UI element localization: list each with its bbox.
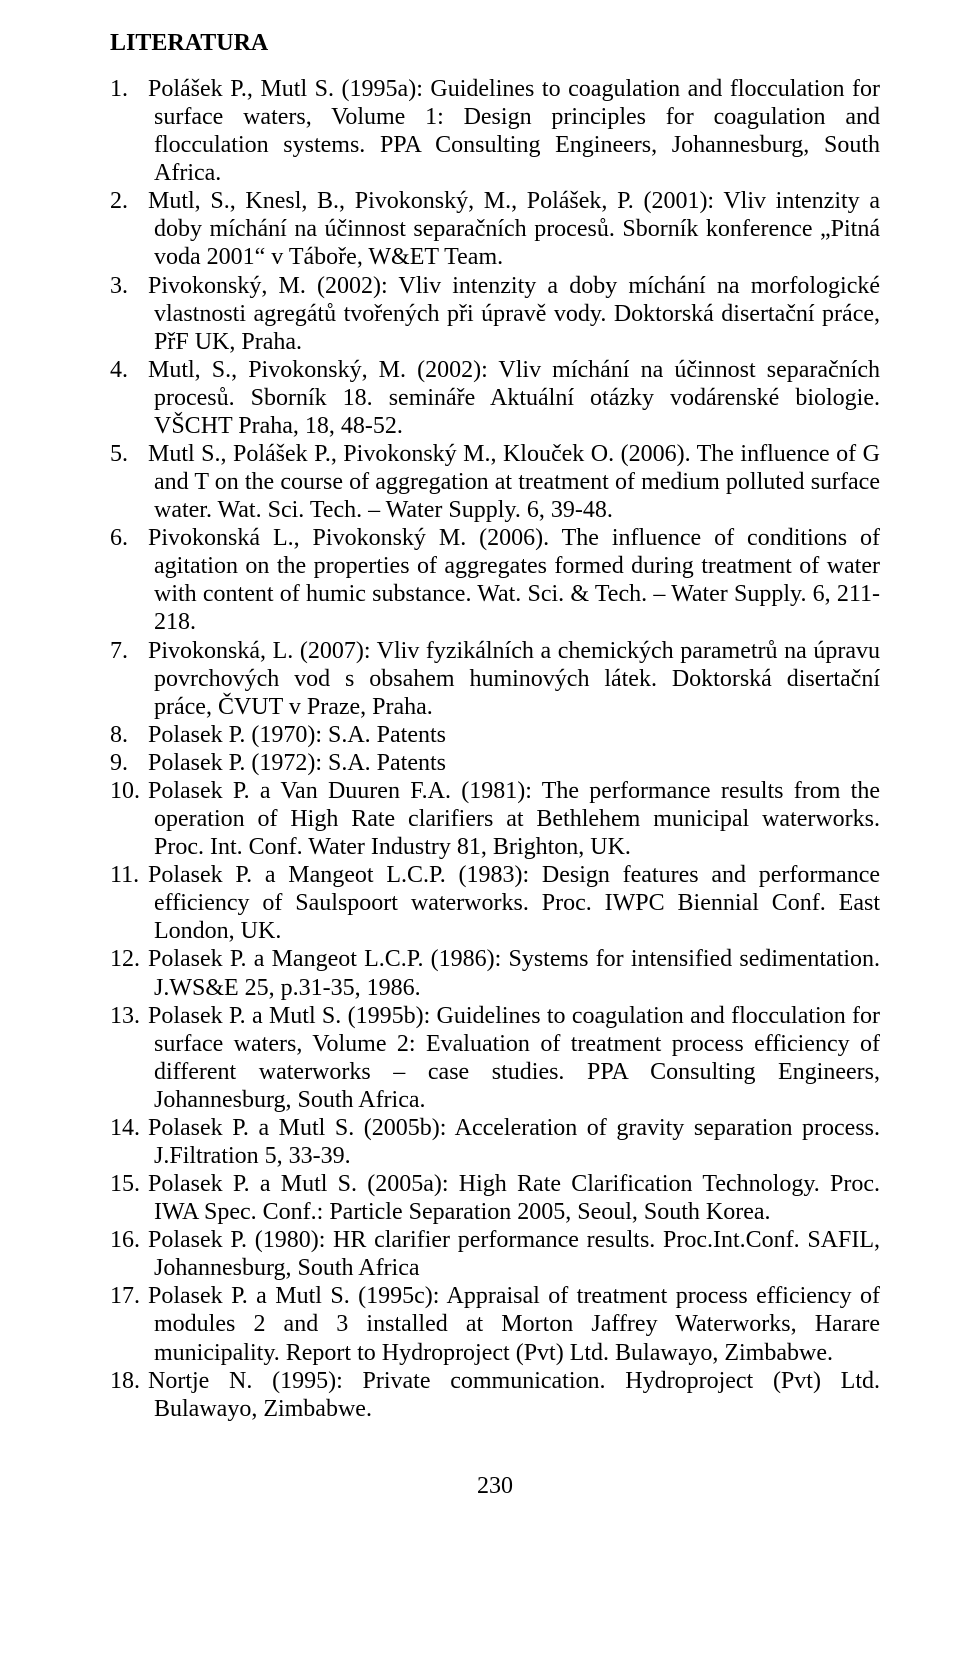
section-heading: LITERATURA — [110, 30, 880, 57]
reference-item: 14.Polasek P. a Mutl S. (2005b): Acceler… — [154, 1114, 880, 1170]
reference-item: 11.Polasek P. a Mangeot L.C.P. (1983): D… — [154, 861, 880, 945]
reference-number: 5. — [110, 440, 148, 468]
reference-text: Pivokonská L., Pivokonský M. (2006). The… — [148, 525, 880, 635]
reference-item: 10.Polasek P. a Van Duuren F.A. (1981): … — [154, 777, 880, 861]
reference-number: 3. — [110, 272, 148, 300]
reference-text: Mutl, S., Knesl, B., Pivokonský, M., Pol… — [148, 188, 880, 270]
reference-number: 8. — [110, 721, 148, 749]
reference-item: 1.Polášek P., Mutl S. (1995a): Guideline… — [154, 75, 880, 187]
reference-item: 12.Polasek P. a Mangeot L.C.P. (1986): S… — [154, 945, 880, 1001]
document-page: LITERATURA 1.Polášek P., Mutl S. (1995a)… — [0, 0, 960, 1540]
reference-number: 16. — [110, 1226, 148, 1254]
reference-text: Mutl, S., Pivokonský, M. (2002): Vliv mí… — [148, 357, 880, 439]
reference-item: 15.Polasek P. a Mutl S. (2005a): High Ra… — [154, 1170, 880, 1226]
reference-text: Polasek P. a Mangeot L.C.P. (1986): Syst… — [148, 946, 880, 1000]
reference-list: 1.Polášek P., Mutl S. (1995a): Guideline… — [110, 75, 880, 1423]
reference-item: 9.Polasek P. (1972): S.A. Patents — [154, 749, 880, 777]
reference-text: Polasek P. (1970): S.A. Patents — [148, 722, 446, 748]
reference-number: 1. — [110, 75, 148, 103]
reference-item: 2.Mutl, S., Knesl, B., Pivokonský, M., P… — [154, 187, 880, 271]
reference-text: Polasek P. (1980): HR clarifier performa… — [148, 1227, 880, 1281]
reference-text: Polasek P. a Mutl S. (2005a): High Rate … — [148, 1171, 880, 1225]
reference-text: Polasek P. (1972): S.A. Patents — [148, 750, 446, 776]
reference-number: 11. — [110, 861, 148, 889]
reference-number: 10. — [110, 777, 148, 805]
reference-number: 7. — [110, 637, 148, 665]
reference-item: 4.Mutl, S., Pivokonský, M. (2002): Vliv … — [154, 356, 880, 440]
reference-number: 15. — [110, 1170, 148, 1198]
reference-number: 14. — [110, 1114, 148, 1142]
reference-text: Polasek P. a Mutl S. (1995c): Appraisal … — [148, 1283, 880, 1365]
reference-text: Polasek P. a Van Duuren F.A. (1981): The… — [148, 778, 880, 860]
reference-item: 7.Pivokonská, L. (2007): Vliv fyzikálníc… — [154, 637, 880, 721]
reference-text: Pivokonský, M. (2002): Vliv intenzity a … — [148, 273, 880, 355]
reference-number: 18. — [110, 1367, 148, 1395]
reference-item: 17.Polasek P. a Mutl S. (1995c): Apprais… — [154, 1282, 880, 1366]
reference-item: 6.Pivokonská L., Pivokonský M. (2006). T… — [154, 524, 880, 636]
reference-item: 13.Polasek P. a Mutl S. (1995b): Guideli… — [154, 1002, 880, 1114]
reference-number: 17. — [110, 1282, 148, 1310]
reference-number: 13. — [110, 1002, 148, 1030]
reference-number: 12. — [110, 945, 148, 973]
reference-text: Polasek P. a Mangeot L.C.P. (1983): Desi… — [148, 862, 880, 944]
reference-number: 6. — [110, 524, 148, 552]
reference-item: 18.Nortje N. (1995): Private communicati… — [154, 1367, 880, 1423]
reference-text: Pivokonská, L. (2007): Vliv fyzikálních … — [148, 638, 880, 720]
reference-item: 5.Mutl S., Polášek P., Pivokonský M., Kl… — [154, 440, 880, 524]
reference-number: 2. — [110, 187, 148, 215]
reference-text: Polášek P., Mutl S. (1995a): Guidelines … — [148, 76, 880, 186]
reference-text: Mutl S., Polášek P., Pivokonský M., Klou… — [148, 441, 880, 523]
reference-number: 4. — [110, 356, 148, 384]
reference-number: 9. — [110, 749, 148, 777]
reference-text: Polasek P. a Mutl S. (2005b): Accelerati… — [148, 1115, 880, 1169]
reference-text: Polasek P. a Mutl S. (1995b): Guidelines… — [148, 1003, 880, 1113]
reference-text: Nortje N. (1995): Private communication.… — [148, 1368, 880, 1422]
page-number: 230 — [110, 1473, 880, 1500]
reference-item: 8.Polasek P. (1970): S.A. Patents — [154, 721, 880, 749]
reference-item: 3.Pivokonský, M. (2002): Vliv intenzity … — [154, 272, 880, 356]
reference-item: 16.Polasek P. (1980): HR clarifier perfo… — [154, 1226, 880, 1282]
